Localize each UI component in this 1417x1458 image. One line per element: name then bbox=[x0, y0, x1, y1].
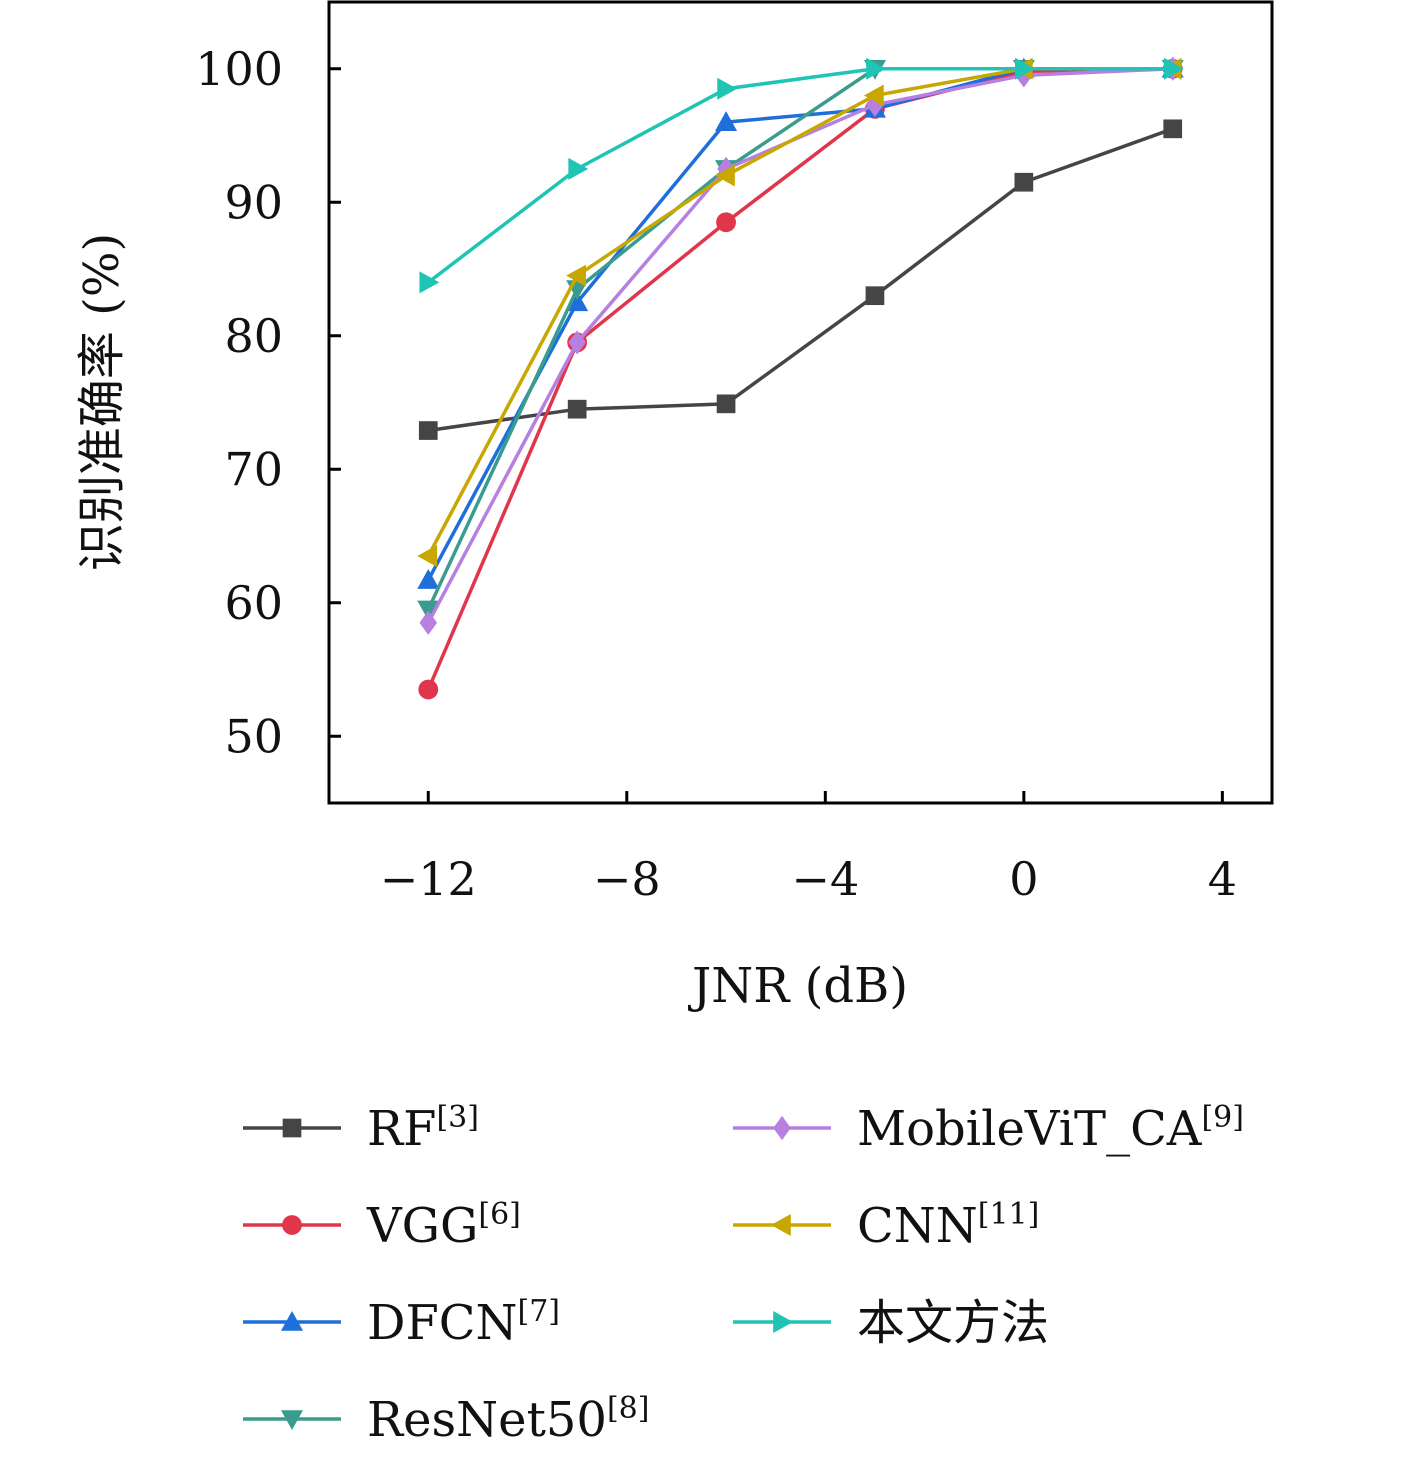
legend-marker bbox=[771, 1214, 791, 1236]
data-point bbox=[1014, 172, 1034, 192]
data-point bbox=[567, 399, 587, 419]
data-point bbox=[418, 679, 439, 700]
data-point bbox=[863, 84, 884, 107]
legend-label: VGG[6] bbox=[366, 1197, 521, 1254]
data-point bbox=[418, 421, 438, 440]
data-point bbox=[417, 569, 440, 589]
series-4 bbox=[417, 59, 1184, 621]
series-5 bbox=[419, 56, 1182, 635]
x-axis-title: JNR (dB) bbox=[687, 958, 908, 1014]
ticks-layer: −12 −8 −4 0 4 50 60 70 80 90 100 bbox=[195, 42, 1237, 906]
legend-marker bbox=[281, 1410, 303, 1430]
series-line bbox=[426, 67, 1173, 581]
y-tick-label: 80 bbox=[224, 309, 283, 363]
data-point bbox=[568, 157, 589, 180]
x-tick-label: 0 bbox=[1009, 852, 1038, 906]
y-tick-label: 50 bbox=[224, 709, 283, 763]
x-tick-label: −4 bbox=[791, 852, 859, 906]
y-tick-label: 90 bbox=[224, 175, 283, 229]
data-point bbox=[1163, 119, 1183, 139]
legend-label: DFCN[7] bbox=[367, 1294, 560, 1351]
data-point bbox=[866, 57, 886, 80]
x-tick-label: −8 bbox=[593, 852, 661, 906]
legend-marker bbox=[281, 1311, 303, 1331]
data-point bbox=[716, 212, 736, 233]
data-point bbox=[865, 286, 885, 306]
data-point bbox=[419, 610, 438, 635]
series-2 bbox=[418, 58, 1183, 700]
legend-entry: DFCN[7] bbox=[243, 1294, 560, 1351]
series-line bbox=[426, 67, 1173, 691]
x-tick-label: −12 bbox=[380, 852, 477, 906]
legend: RF[3] VGG[6] DFCN[7] ResNet50[8] MobileViT_C… bbox=[243, 1100, 1244, 1448]
y-axis-title: 识别准确率 (%) bbox=[74, 233, 130, 571]
legend-marker bbox=[282, 1118, 302, 1138]
legend-label: MobileViT_CA[9] bbox=[857, 1100, 1244, 1157]
data-point bbox=[715, 111, 738, 131]
data-point bbox=[716, 394, 736, 414]
data-point bbox=[417, 545, 438, 568]
x-tick-label: 4 bbox=[1208, 852, 1237, 906]
legend-marker bbox=[773, 1311, 793, 1333]
data-point bbox=[566, 264, 586, 287]
series-6 bbox=[417, 57, 1182, 568]
series-line bbox=[426, 67, 1173, 611]
series-1 bbox=[418, 119, 1183, 440]
legend-label: 本文方法 bbox=[857, 1295, 1049, 1351]
legend-marker bbox=[282, 1215, 302, 1235]
legend-label: CNN[11] bbox=[857, 1197, 1039, 1254]
series-line bbox=[427, 67, 1173, 284]
series-line bbox=[428, 127, 1174, 433]
y-tick-label: 100 bbox=[195, 42, 283, 96]
legend-entry: VGG[6] bbox=[243, 1197, 521, 1254]
legend-label: RF[3] bbox=[367, 1100, 479, 1157]
plot-frame bbox=[327, 0, 1274, 805]
data-point bbox=[417, 600, 440, 621]
data-point bbox=[419, 271, 440, 294]
legend-entry: CNN[11] bbox=[733, 1197, 1039, 1254]
data-point bbox=[1163, 57, 1184, 80]
plot-layer bbox=[417, 56, 1184, 700]
data-point bbox=[566, 291, 589, 312]
legend-entry: RF[3] bbox=[243, 1100, 479, 1157]
legend-marker bbox=[773, 1115, 791, 1141]
data-point bbox=[715, 164, 735, 187]
legend-label: ResNet50[8] bbox=[367, 1391, 649, 1448]
legend-entry: ResNet50[8] bbox=[243, 1391, 649, 1448]
data-point bbox=[568, 330, 586, 355]
y-tick-label: 60 bbox=[224, 576, 283, 630]
data-point bbox=[717, 77, 738, 100]
series-7 bbox=[419, 57, 1184, 294]
data-point bbox=[1015, 57, 1035, 80]
legend-entry: 本文方法 bbox=[733, 1295, 1049, 1351]
legend-entry: MobileViT_CA[9] bbox=[733, 1100, 1244, 1157]
y-tick-label: 70 bbox=[224, 442, 283, 496]
series-line bbox=[426, 67, 1173, 557]
